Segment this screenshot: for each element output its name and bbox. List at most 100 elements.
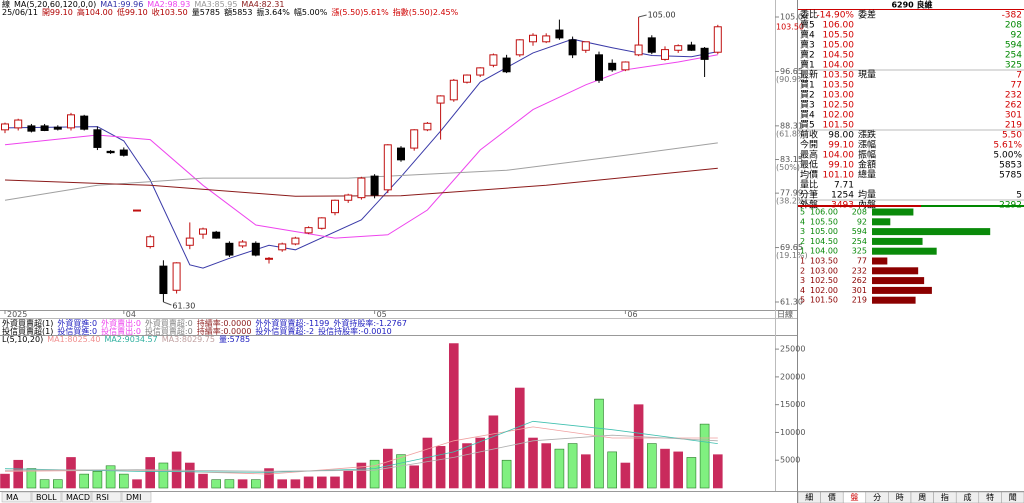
tab-label[interactable]: 特 bbox=[986, 492, 994, 502]
tab[interactable] bbox=[1, 491, 32, 503]
quote-value: 232 bbox=[1005, 91, 1022, 101]
candle-body bbox=[40, 125, 49, 131]
tab-label[interactable]: 周 bbox=[918, 493, 926, 502]
tab-label[interactable]: 盤 bbox=[851, 492, 859, 502]
depth-qty: 325 bbox=[852, 247, 867, 256]
depth-level: 2 bbox=[800, 237, 805, 246]
quote-label: 賣4 bbox=[800, 29, 815, 41]
quote-value: 92 bbox=[1011, 31, 1022, 41]
volume-bar bbox=[119, 473, 129, 489]
tab[interactable] bbox=[1001, 491, 1024, 503]
candle-body bbox=[595, 54, 603, 81]
y-tick-label: 61.30 bbox=[780, 298, 803, 307]
volume-bar bbox=[462, 443, 472, 489]
depth-qty: 594 bbox=[852, 227, 867, 236]
indicator-item: MA1:8025.40 bbox=[47, 335, 100, 344]
quote-value: 101.50 bbox=[823, 121, 855, 131]
depth-qty: 301 bbox=[852, 286, 867, 295]
depth-price: 103.00 bbox=[810, 266, 838, 275]
candle-body bbox=[423, 122, 432, 131]
depth-bar bbox=[872, 257, 888, 265]
candle-body bbox=[397, 147, 405, 161]
volume-bar bbox=[646, 443, 657, 489]
volume-bar bbox=[303, 476, 314, 489]
candle-body bbox=[489, 54, 498, 66]
depth-level: 1 bbox=[800, 247, 805, 256]
header-item: MA2:98.93 bbox=[147, 0, 190, 9]
tab-label[interactable]: 成 bbox=[964, 492, 972, 502]
ma-line bbox=[4, 38, 718, 269]
tab[interactable] bbox=[31, 491, 62, 503]
quote-label: 振幅 bbox=[858, 149, 876, 161]
quote-value: 104.00 bbox=[823, 61, 855, 71]
depth-price: 105.50 bbox=[810, 217, 838, 226]
depth-level: 2 bbox=[800, 266, 805, 275]
candle-body bbox=[1, 123, 9, 131]
quote-value: 5.00% bbox=[993, 151, 1022, 161]
quote-label: 買2 bbox=[800, 90, 815, 101]
tab-label[interactable]: 分 bbox=[873, 493, 881, 502]
tab-label[interactable]: 聞 bbox=[1009, 493, 1017, 502]
header-item: 收103.50 bbox=[152, 7, 188, 17]
quote-value: 262 bbox=[1005, 101, 1022, 111]
volume-bar bbox=[699, 423, 710, 489]
tab-label[interactable]: MA bbox=[6, 493, 19, 502]
quote-value: 104.00 bbox=[823, 151, 855, 161]
volume-bar bbox=[237, 479, 248, 489]
volume-bar bbox=[448, 343, 459, 489]
volume-bar bbox=[224, 479, 235, 489]
quote-label: 漲幅 bbox=[858, 139, 876, 151]
volume-bar bbox=[316, 476, 327, 489]
depth-price: 102.50 bbox=[810, 276, 838, 285]
volume-bar bbox=[132, 479, 142, 489]
tab[interactable] bbox=[61, 491, 92, 503]
volume-bar bbox=[541, 443, 552, 489]
candle-body bbox=[199, 228, 207, 235]
tab-label[interactable]: 時 bbox=[896, 493, 904, 502]
volume-bar bbox=[686, 457, 697, 489]
quote-value: 103.00 bbox=[823, 91, 855, 101]
tab-label[interactable]: BOLL bbox=[36, 493, 57, 502]
quote-value: 101.10 bbox=[823, 171, 855, 181]
candle-body bbox=[502, 57, 511, 73]
quote-value: 5853 bbox=[999, 161, 1022, 171]
volume-bar bbox=[607, 451, 618, 489]
indicator-item: 外資持股率:-1.2767 bbox=[333, 318, 407, 328]
tab-label[interactable]: 指 bbox=[941, 492, 949, 502]
tab-label[interactable]: DMI bbox=[126, 493, 141, 502]
candle-body bbox=[331, 199, 339, 214]
depth-price: 106.00 bbox=[810, 208, 838, 217]
tab-label[interactable]: 價 bbox=[828, 493, 836, 502]
x-tick-label: 04 bbox=[126, 310, 136, 319]
tab-label[interactable]: 細 bbox=[805, 492, 813, 502]
volume-bar bbox=[435, 446, 446, 489]
indicator-line: 外資買賣超(1) 外資買進:0 外資賣出:0 外資買賣超:0 持續率:0.0000 外外資… bbox=[2, 318, 407, 328]
candle-body bbox=[251, 242, 260, 256]
candle-body bbox=[225, 242, 234, 256]
quote-label: 委比 bbox=[800, 9, 818, 21]
tab[interactable] bbox=[121, 491, 152, 503]
x-tick-label: 05 bbox=[377, 310, 387, 319]
quote-label: 最低 bbox=[800, 159, 818, 171]
candle-body bbox=[278, 243, 287, 251]
candle-body bbox=[542, 35, 551, 43]
candle-body bbox=[449, 79, 458, 101]
quote-label: 最新 bbox=[800, 69, 818, 81]
volume-bar bbox=[13, 459, 23, 489]
tab-label[interactable]: RSI bbox=[96, 493, 109, 502]
quote-value: 254 bbox=[1005, 51, 1022, 61]
depth-level: 3 bbox=[800, 276, 805, 285]
tab-label[interactable]: MACD bbox=[66, 493, 90, 502]
volume-bar bbox=[158, 462, 169, 489]
candle-body bbox=[529, 34, 537, 43]
quote-value: 105.00 bbox=[823, 41, 855, 51]
depth-price: 105.00 bbox=[810, 227, 838, 236]
tab[interactable] bbox=[91, 491, 122, 503]
volume-bar bbox=[26, 468, 37, 489]
depth-level: 3 bbox=[800, 227, 805, 236]
volume-bar bbox=[620, 462, 631, 489]
header-line: 線 MA(5,20,60,120,0,0) MA1:99.96 MA2:98.93 MA… bbox=[2, 0, 284, 9]
depth-bar bbox=[872, 218, 891, 226]
